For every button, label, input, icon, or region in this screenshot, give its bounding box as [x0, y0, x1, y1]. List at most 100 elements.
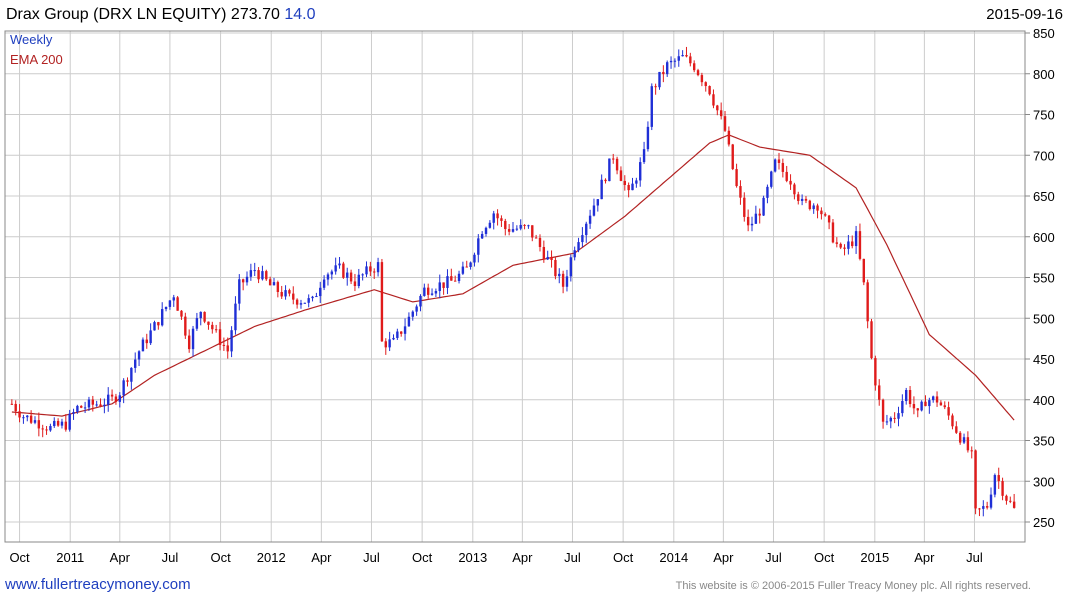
weekly-bar-body — [962, 437, 966, 443]
weekly-bar-body — [87, 399, 91, 408]
x-tick-label: Apr — [512, 550, 533, 565]
x-tick-label: Jul — [765, 550, 782, 565]
x-tick-label: Oct — [613, 550, 634, 565]
weekly-bar-body — [276, 282, 280, 292]
weekly-bar-body — [430, 293, 434, 295]
x-tick-label: Oct — [210, 550, 231, 565]
weekly-bar-body — [230, 330, 233, 352]
weekly-bar-body — [203, 311, 206, 322]
weekly-bar-body — [623, 180, 626, 185]
weekly-bar-body — [469, 262, 472, 267]
weekly-bar-body — [453, 280, 457, 282]
weekly-bar-body — [76, 405, 79, 412]
y-tick-label: 700 — [1033, 148, 1055, 163]
weekly-bar-body — [615, 158, 619, 171]
weekly-bar-body — [134, 359, 137, 368]
weekly-bar-body — [207, 321, 210, 325]
legend-ema200: EMA 200 — [10, 52, 63, 67]
weekly-bar-body — [847, 241, 850, 249]
weekly-bar-body — [596, 199, 600, 206]
x-tick-label: Jul — [363, 550, 380, 565]
weekly-bar-body — [168, 300, 172, 307]
weekly-bar-body — [905, 390, 908, 402]
weekly-bar-body — [538, 237, 542, 247]
weekly-bar-body — [415, 306, 418, 312]
weekly-bar-body — [338, 263, 341, 266]
weekly-bar-body — [191, 328, 195, 350]
plot-frame — [4, 30, 1026, 543]
weekly-bar-body — [18, 411, 21, 418]
weekly-bar-body — [419, 295, 422, 307]
weekly-bar-body — [816, 205, 819, 211]
weekly-bar-body — [164, 306, 168, 310]
weekly-bar-body — [993, 475, 997, 495]
weekly-bar-body — [56, 420, 60, 426]
weekly-bar-body — [866, 282, 869, 322]
weekly-bar-body — [365, 266, 368, 275]
weekly-bar-body — [284, 290, 287, 297]
weekly-bar-body — [885, 421, 889, 423]
weekly-bar-body — [635, 180, 638, 184]
weekly-bar-body — [581, 235, 584, 243]
weekly-bar-body — [588, 215, 592, 224]
weekly-bar-body — [349, 272, 353, 282]
weekly-bar-body — [854, 231, 858, 247]
weekly-bar-body — [800, 198, 804, 201]
weekly-bar-body — [426, 287, 430, 295]
weekly-bar-body — [550, 256, 553, 261]
weekly-bar-body — [793, 184, 796, 195]
chart-grid — [5, 31, 1025, 542]
weekly-bar-body — [218, 329, 222, 345]
y-tick-label: 350 — [1033, 434, 1055, 449]
weekly-bar-body — [411, 311, 414, 317]
weekly-bar-body — [137, 351, 141, 360]
weekly-bar-body — [342, 263, 345, 278]
weekly-bar-body — [534, 237, 538, 239]
weekly-bar-body — [862, 258, 866, 283]
weekly-bar-body — [723, 116, 727, 131]
weekly-bar-body — [931, 396, 935, 401]
footer-website-link[interactable]: www.fullertreacymoney.com — [5, 576, 191, 593]
weekly-bar-body — [346, 272, 349, 278]
weekly-bar-body — [631, 183, 634, 191]
chart-header-title: Drax Group (DRX LN EQUITY) 273.70 14.0 — [6, 6, 315, 24]
weekly-bar-body — [978, 508, 981, 510]
weekly-bar-body — [924, 401, 927, 407]
weekly-bar-body — [26, 415, 29, 418]
weekly-bar-body — [812, 205, 815, 210]
weekly-bar-body — [970, 450, 973, 452]
weekly-bar-body — [696, 70, 700, 76]
weekly-bar-body — [126, 380, 129, 382]
weekly-bar-body — [646, 126, 650, 150]
x-tick-label: 2013 — [458, 550, 487, 565]
weekly-bar-body — [662, 71, 665, 75]
weekly-bar-body — [307, 298, 310, 303]
weekly-bar-body — [731, 144, 734, 170]
weekly-bar-body — [130, 367, 133, 382]
x-tick-label: Jul — [162, 550, 179, 565]
weekly-bar-body — [997, 475, 1000, 482]
weekly-bar-body — [322, 279, 326, 288]
weekly-bar-body — [384, 341, 387, 348]
x-tick-label: Jul — [966, 550, 983, 565]
weekly-bar-body — [249, 270, 253, 277]
weekly-bar-body — [450, 276, 453, 281]
weekly-bar-body — [762, 197, 765, 216]
instrument-title: Drax Group (DRX LN EQUITY) 273.70 — [6, 6, 280, 23]
y-tick-label: 600 — [1033, 230, 1055, 245]
weekly-bar-body — [461, 266, 465, 274]
weekly-bar-body — [33, 420, 37, 423]
weekly-bar-body — [908, 390, 912, 405]
weekly-bar-body — [500, 218, 503, 221]
weekly-bar-body — [446, 276, 449, 288]
weekly-bar-body — [396, 331, 399, 338]
x-tick-label: Apr — [914, 550, 935, 565]
weekly-bar-body — [268, 279, 272, 286]
weekly-bar-body — [912, 404, 916, 409]
weekly-bar-body — [985, 506, 989, 508]
weekly-bar-body — [681, 55, 684, 57]
weekly-bar-body — [176, 297, 179, 311]
weekly-bar-body — [496, 213, 499, 219]
weekly-bar-body — [843, 247, 846, 249]
